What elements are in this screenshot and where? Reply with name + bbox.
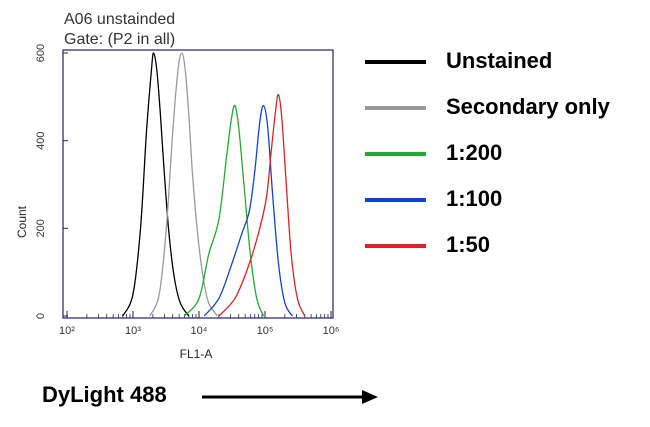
legend-swatch-1-50 [365,244,426,248]
legend: Unstained Secondary only 1:200 1:100 1:5… [362,44,647,274]
legend-item-secondary-only: Secondary only [362,90,647,136]
legend-item-1-50: 1:50 [362,228,647,274]
legend-label-unstained: Unstained [446,48,553,73]
legend-label-1-50: 1:50 [446,232,491,257]
legend-label-1-200: 1:200 [446,140,503,165]
x-tick-label: 10⁵ [257,325,274,337]
y-tick-label: 200 [35,219,47,237]
legend-item-unstained: Unstained [362,44,647,90]
series-line-1-100 [203,104,293,317]
legend-swatch-secondary-only [365,106,426,110]
dylight-label: DyLight 488 [42,382,167,407]
y-axis-label: Count [15,205,29,238]
chart-title: A06 unstainded [64,11,175,28]
x-tick-label: 10⁴ [191,325,208,337]
x-tick-label: 10² [59,325,75,337]
histogram-curves [122,52,306,317]
x-tick-label: 10⁶ [323,325,340,337]
y-tick-label: 400 [35,131,47,149]
plot-area [62,49,334,319]
y-tick-label: 0 [35,313,47,319]
y-tick-label: 600 [35,44,47,62]
right-arrow-icon [202,390,378,404]
legend-swatch-1-100 [365,198,426,202]
legend-item-1-200: 1:200 [362,136,647,182]
series-line-1-50 [218,93,306,317]
x-axis-label: FL1-A [180,347,213,361]
legend-item-1-100: 1:100 [362,182,647,228]
y-axis: 0 200 400 600 [35,44,68,319]
legend-swatch-unstained [365,60,426,64]
x-tick-label: 10³ [125,325,141,337]
legend-label-secondary-only: Secondary only [446,94,610,119]
series-line-secondary-only [149,52,218,317]
chart-subtitle: Gate: (P2 in all) [64,31,175,48]
series-line-unstained [122,52,190,317]
fluorescence-axis-note: DyLight 488 [42,380,378,414]
legend-swatch-1-200 [365,152,426,156]
x-axis: 10² 10³ 10⁴ 10⁵ 10⁶ [59,311,339,337]
legend-label-1-100: 1:100 [446,186,503,211]
